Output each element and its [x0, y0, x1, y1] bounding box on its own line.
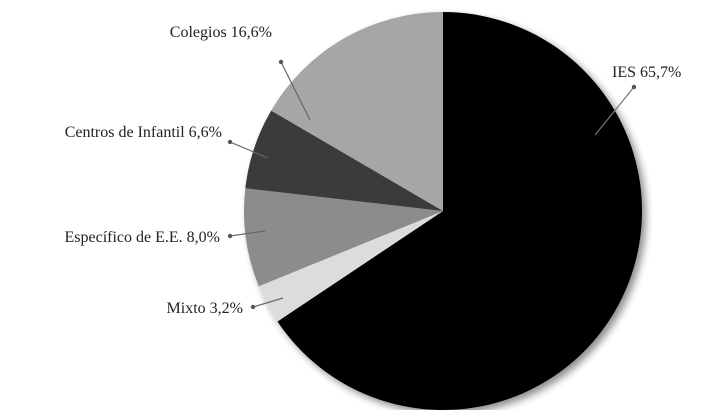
leader-dot: [227, 139, 233, 145]
slice-label: Colegios 16,6%: [170, 24, 272, 41]
pie-slices: [243, 12, 642, 410]
slice-label: Mixto 3,2%: [167, 300, 243, 317]
pie-slice-mixto: [258, 211, 443, 322]
leader-dot: [278, 59, 284, 65]
leader-line: [594, 86, 635, 136]
leader-dot: [227, 233, 233, 239]
leader-lines: [227, 59, 637, 310]
pie-slice-colegios: [271, 12, 443, 211]
leader-line: [252, 297, 284, 308]
pie-slice-específico-de-e-e-: [243, 188, 443, 287]
leader-line: [229, 141, 269, 159]
slice-labels: IES 65,7% Mixto 3,2% Específico de E.E. 8,…: [65, 24, 682, 317]
slice-label: Centros de Infantil 6,6%: [65, 124, 222, 141]
leader-line: [229, 230, 266, 237]
pie-slice-centros-de-infantil: [245, 110, 443, 211]
slice-label: Específico de E.E. 8,0%: [65, 229, 221, 246]
leader-line: [280, 61, 311, 121]
pie-slice-ies: [277, 12, 642, 410]
slice-label: IES 65,7%: [612, 64, 681, 81]
leader-dot: [250, 304, 256, 310]
leader-dot: [631, 84, 637, 90]
